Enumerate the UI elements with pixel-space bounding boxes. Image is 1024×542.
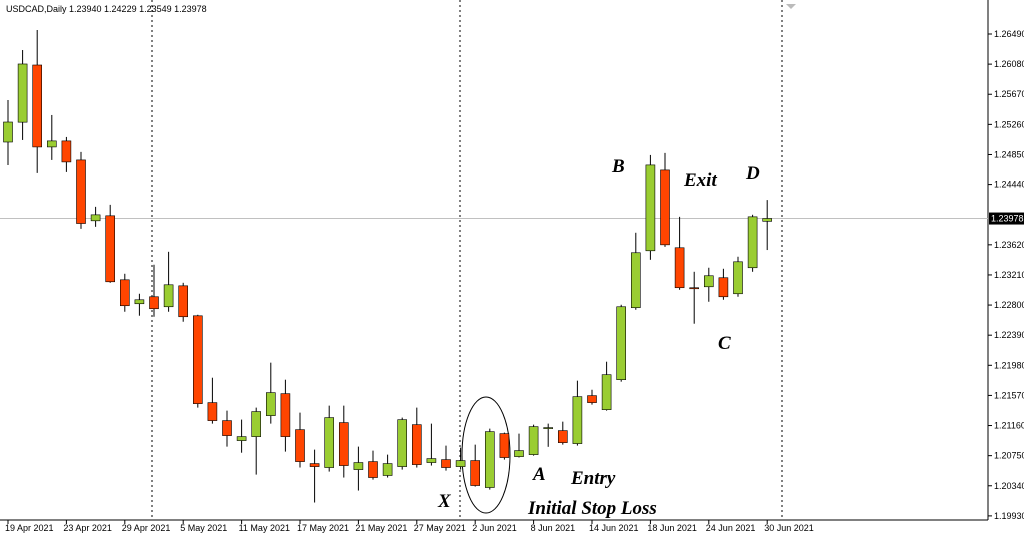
candle-body bbox=[178, 285, 188, 318]
y-tick-label: 1.24850 bbox=[994, 149, 1024, 159]
y-tick-label: 1.21980 bbox=[994, 360, 1024, 370]
current-price-label: 1.23978 bbox=[991, 214, 1024, 224]
candle-body bbox=[353, 462, 364, 470]
candle-body bbox=[397, 419, 408, 467]
x-tick-label: 14 Jun 2021 bbox=[589, 523, 639, 533]
candle-body bbox=[470, 460, 481, 486]
annotation: A bbox=[532, 464, 546, 485]
x-tick-label: 8 Jun 2021 bbox=[531, 523, 576, 533]
candle-body bbox=[76, 159, 86, 224]
candle-body bbox=[280, 393, 291, 437]
candle-body bbox=[207, 402, 218, 421]
candle-body bbox=[134, 299, 145, 305]
candle-body bbox=[163, 284, 174, 308]
candle-body bbox=[324, 417, 335, 468]
candle-body bbox=[368, 461, 378, 478]
y-tick-label: 1.25670 bbox=[994, 89, 1024, 99]
y-tick-label: 1.20340 bbox=[994, 481, 1024, 491]
annotation: B bbox=[611, 156, 625, 177]
candle-body bbox=[587, 395, 597, 403]
candle-body bbox=[149, 296, 159, 310]
candle-body bbox=[309, 463, 320, 467]
candle-body bbox=[32, 64, 43, 148]
x-tick-label: 17 May 2021 bbox=[297, 523, 349, 533]
x-tick-label: 21 May 2021 bbox=[355, 523, 407, 533]
current-price-box bbox=[989, 212, 1024, 225]
x-tick-label: 2 Jun 2021 bbox=[472, 523, 517, 533]
x-tick-label: 11 May 2021 bbox=[239, 523, 290, 533]
candle-body bbox=[703, 275, 714, 288]
y-tick-label: 1.19930 bbox=[994, 511, 1024, 521]
candle-body bbox=[718, 277, 729, 298]
candle-body bbox=[441, 459, 451, 468]
candle-body bbox=[484, 431, 495, 488]
candle-body bbox=[236, 436, 247, 441]
x-tick-label: 29 Apr 2021 bbox=[122, 523, 171, 533]
x-tick-label: 24 Jun 2021 bbox=[706, 523, 756, 533]
y-tick-label: 1.25260 bbox=[994, 119, 1024, 129]
candle-body bbox=[265, 392, 276, 416]
candle-body bbox=[3, 121, 13, 143]
y-tick-label: 1.20750 bbox=[994, 451, 1024, 461]
candle-body bbox=[46, 140, 57, 148]
x-tick-label: 27 May 2021 bbox=[414, 523, 466, 533]
chart-title: USDCAD,Daily 1.23940 1.24229 1.23549 1.2… bbox=[6, 4, 207, 14]
candle-body bbox=[616, 306, 627, 380]
candle-body bbox=[426, 458, 437, 463]
y-tick-label: 1.21570 bbox=[994, 390, 1024, 400]
annotation: D bbox=[745, 163, 760, 184]
candle-body bbox=[295, 429, 305, 462]
x-tick-label: 23 Apr 2021 bbox=[63, 523, 112, 533]
y-tick-label: 1.22390 bbox=[994, 330, 1024, 340]
candle-body bbox=[222, 420, 232, 436]
y-tick-label: 1.26080 bbox=[994, 59, 1024, 69]
candle-body bbox=[543, 427, 554, 429]
candle-body bbox=[645, 164, 656, 252]
candle-body bbox=[689, 287, 700, 290]
y-tick-label: 1.26490 bbox=[994, 29, 1024, 39]
annotation: Exit bbox=[683, 170, 717, 191]
candle-body bbox=[747, 216, 758, 269]
candle-body bbox=[674, 247, 685, 289]
y-tick-label: 1.24440 bbox=[994, 180, 1024, 190]
candle-body bbox=[382, 463, 393, 476]
highlight-ellipse bbox=[461, 396, 511, 514]
candle-body bbox=[411, 424, 422, 465]
candle-body bbox=[572, 396, 583, 444]
x-tick-label: 18 Jun 2021 bbox=[647, 523, 697, 533]
annotation: C bbox=[718, 333, 731, 354]
candle-body bbox=[455, 460, 466, 467]
x-tick-label: 5 May 2021 bbox=[180, 523, 227, 533]
candle-body bbox=[630, 252, 641, 309]
candle-body bbox=[514, 450, 524, 457]
candle-body bbox=[528, 426, 539, 455]
annotation: Entry bbox=[570, 468, 616, 489]
candle-body bbox=[120, 279, 130, 307]
candle-body bbox=[762, 218, 773, 222]
candle-body bbox=[601, 374, 612, 410]
candle-body bbox=[660, 169, 670, 246]
candle-body bbox=[251, 411, 261, 437]
candle-body bbox=[90, 214, 101, 222]
annotation: X bbox=[437, 491, 452, 512]
x-tick-label: 19 Apr 2021 bbox=[5, 523, 54, 533]
candle-body bbox=[557, 430, 568, 443]
y-tick-label: 1.23210 bbox=[994, 270, 1024, 280]
y-tick-label: 1.23620 bbox=[994, 240, 1024, 250]
shift-marker bbox=[786, 4, 796, 9]
y-tick-label: 1.22800 bbox=[994, 300, 1024, 310]
candle-body bbox=[338, 422, 349, 466]
candle-body bbox=[61, 140, 72, 163]
candle-body bbox=[499, 433, 510, 458]
y-tick-label: 1.21160 bbox=[994, 421, 1024, 431]
candle-body bbox=[17, 63, 28, 123]
annotation: Initial Stop Loss bbox=[527, 498, 657, 519]
candle-body bbox=[105, 215, 115, 283]
x-tick-label: 30 Jun 2021 bbox=[764, 523, 814, 533]
candle-body bbox=[193, 315, 203, 404]
candle-body bbox=[733, 261, 743, 295]
